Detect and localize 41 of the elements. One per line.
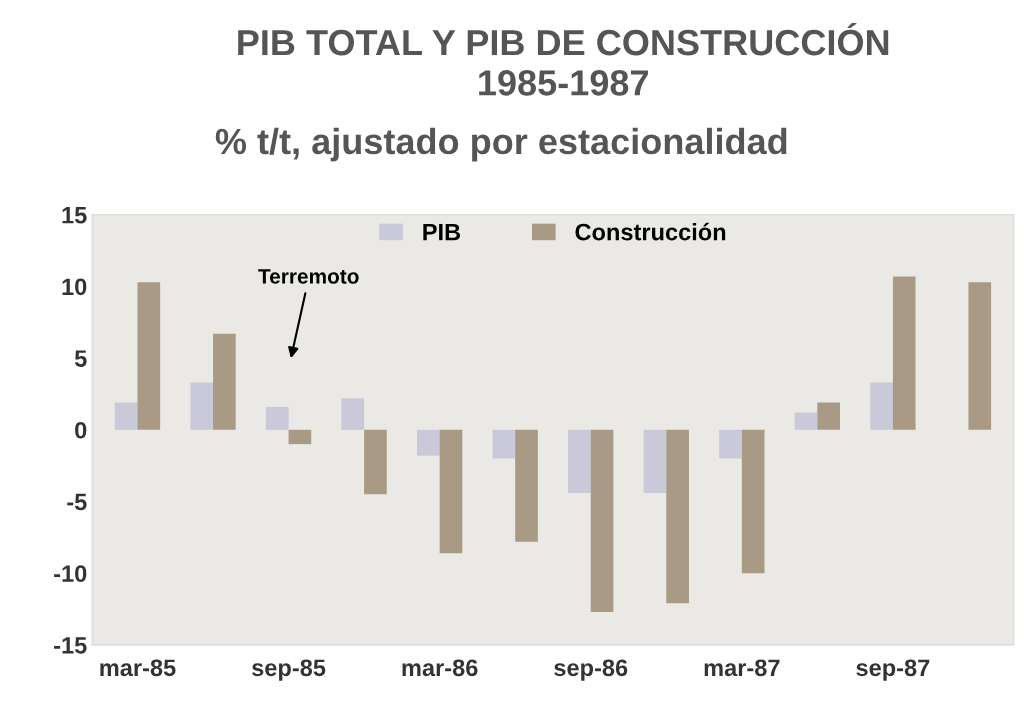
chart-subtitle: % t/t, ajustado por estacionalidad	[215, 127, 787, 162]
bar	[364, 429, 387, 495]
bar	[568, 429, 591, 493]
annotation: Terremoto	[258, 269, 359, 284]
x-tick-label: sep-87	[856, 659, 930, 681]
y-tick-label: 0	[75, 421, 87, 439]
bar	[416, 429, 440, 456]
bar	[794, 412, 818, 430]
bar	[213, 333, 236, 430]
bar	[741, 429, 765, 574]
bar	[515, 429, 538, 542]
y-tick-label: 10	[62, 278, 87, 296]
bar	[590, 429, 614, 612]
bar	[870, 382, 893, 430]
bar	[288, 429, 312, 445]
bar	[341, 398, 365, 430]
legend-label: Construcción	[575, 222, 726, 241]
bar	[439, 429, 463, 554]
bar	[492, 429, 516, 459]
bar	[190, 382, 214, 430]
bar	[643, 429, 667, 493]
x-tick-label: mar-85	[100, 659, 176, 677]
y-tick-label: 15	[62, 207, 87, 224]
legend-label: PIB	[423, 223, 461, 241]
bar	[137, 282, 161, 430]
bar	[892, 276, 916, 430]
y-tick-label: -10	[54, 565, 87, 583]
x-tick-label: mar-87	[704, 659, 780, 677]
x-tick-label: sep-85	[252, 659, 326, 681]
x-tick-label: mar-86	[402, 659, 478, 677]
bar	[265, 406, 289, 430]
bar	[666, 429, 689, 604]
y-tick-label: 5	[74, 350, 87, 367]
bar	[719, 429, 742, 459]
bar	[968, 282, 992, 430]
y-tick-label: -5	[67, 493, 87, 511]
bar	[817, 402, 841, 430]
chart-title: PIB TOTAL Y PIB DE CONSTRUCCIÓN 1985-1987	[238, 23, 889, 96]
y-tick-label: -15	[54, 637, 87, 654]
bar	[114, 402, 138, 430]
x-tick-label: sep-86	[554, 659, 628, 681]
